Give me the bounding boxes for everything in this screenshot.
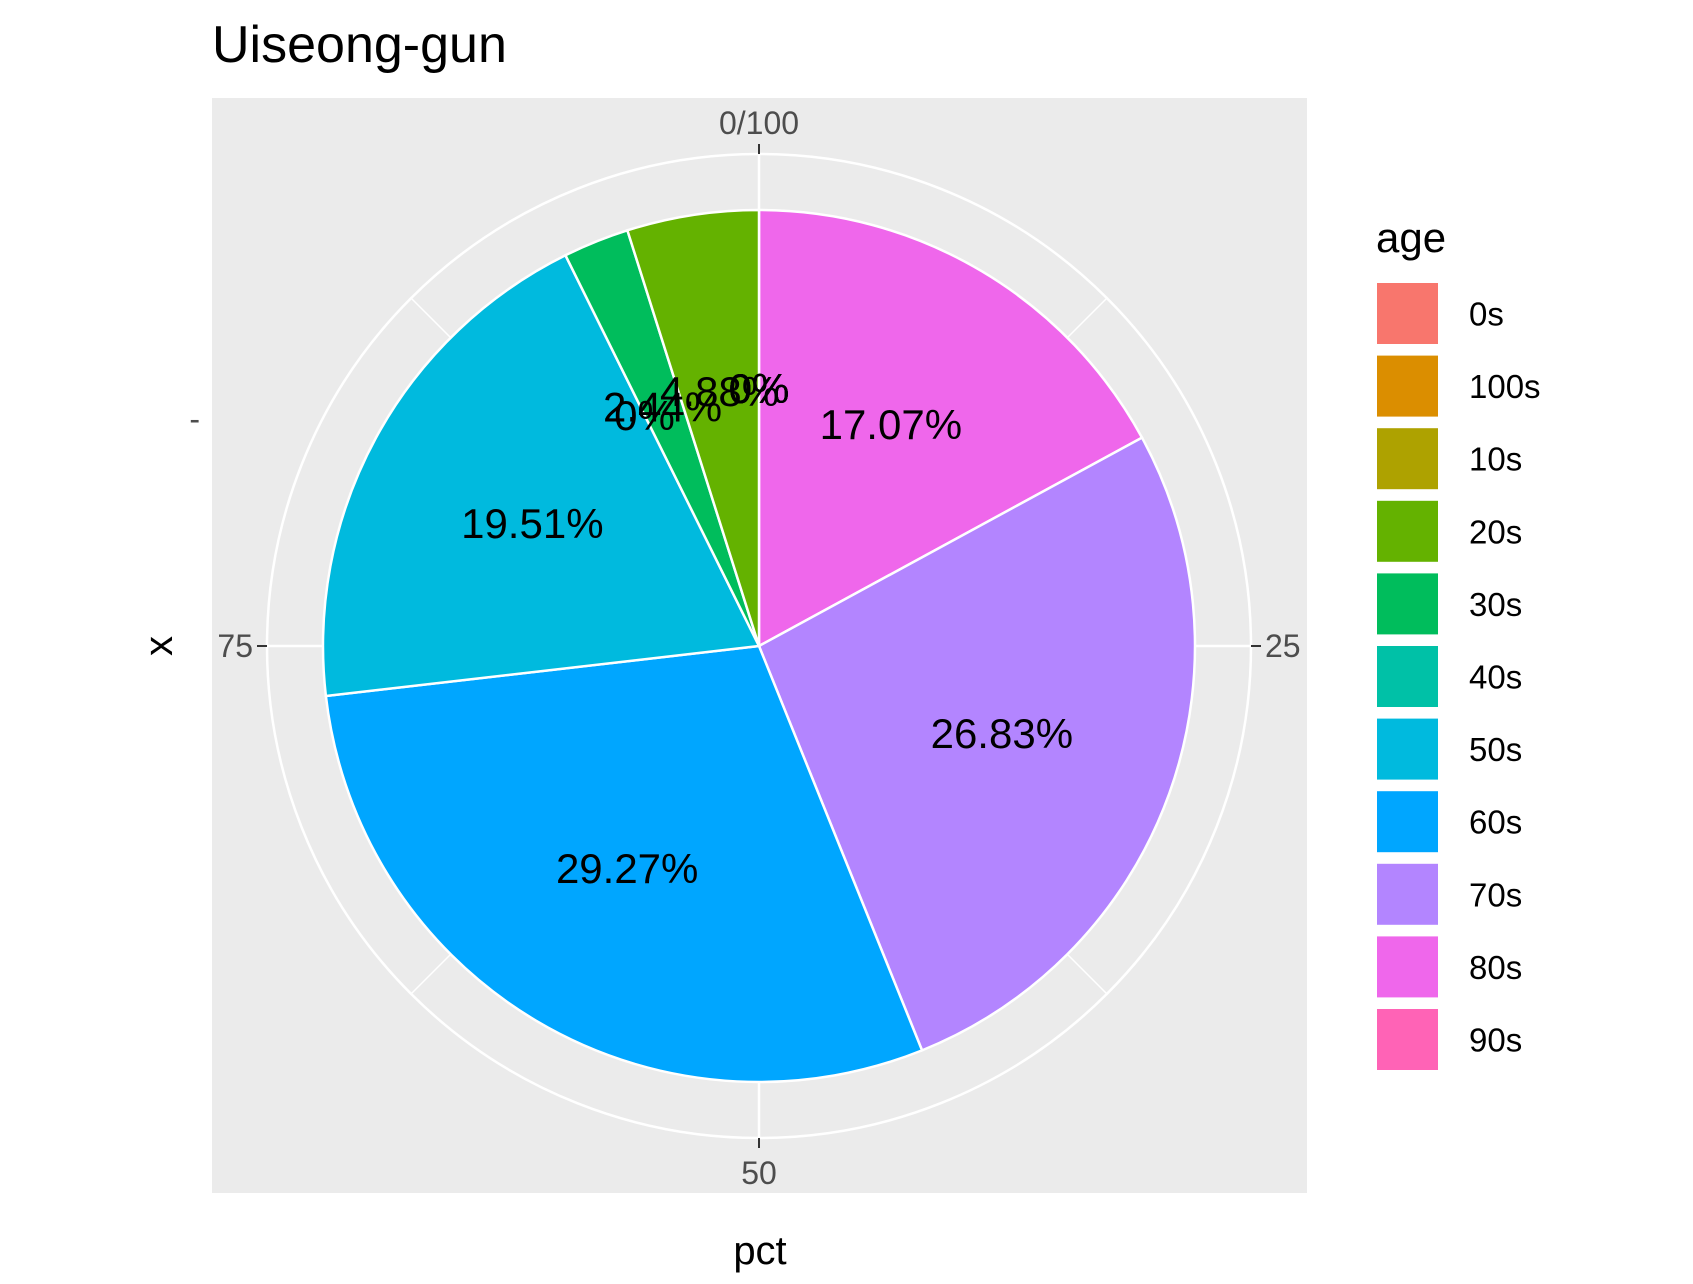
angle-tick-label: 0/100 — [719, 105, 799, 141]
legend-key-70s — [1375, 861, 1440, 927]
legend-label-90s: 90s — [1469, 1022, 1522, 1059]
data-label-20s: 4.88% — [660, 368, 779, 415]
legend-label-20s: 20s — [1469, 513, 1522, 550]
x-axis-title: pct — [733, 1229, 786, 1273]
chart-title: Uiseong-gun — [212, 16, 507, 74]
pie-slice-70s — [757, 435, 1197, 1052]
legend-label-50s: 50s — [1469, 731, 1522, 768]
legend-key-20s — [1375, 498, 1440, 564]
pie-slice-50s — [321, 253, 761, 698]
y-tick-label: - — [189, 401, 200, 437]
legend-label-100s: 100s — [1469, 368, 1541, 405]
legend-key-30s — [1375, 571, 1440, 637]
legend-label-40s: 40s — [1469, 659, 1522, 696]
legend-key-10s — [1375, 426, 1440, 492]
data-label-0s: 0% — [729, 365, 790, 412]
data-label-80s: 17.07% — [820, 401, 962, 448]
legend-key-100s — [1375, 353, 1440, 419]
legend-key-90s — [1375, 1007, 1440, 1072]
legend-label-0s: 0s — [1469, 296, 1504, 333]
legend-key-40s — [1375, 644, 1440, 709]
legend-key-60s — [1375, 789, 1440, 855]
data-label-70s: 26.83% — [931, 710, 1073, 757]
legend-label-80s: 80s — [1469, 949, 1522, 986]
legend: 0s 100s 10s 20s 30s 40s 50s 60s 70s 80s 90s — [1375, 281, 1541, 1072]
legend-key-0s — [1375, 281, 1440, 346]
angle-tick-label: 75 — [217, 628, 253, 664]
data-label-60s: 29.27% — [556, 845, 698, 892]
pie-slice-20s — [625, 208, 761, 647]
legend-label-30s: 30s — [1469, 586, 1522, 623]
legend-title: age — [1376, 214, 1446, 261]
data-label-100s: 0% — [729, 365, 790, 412]
data-label-30s: 2.44% — [603, 384, 722, 431]
data-labels: 17.07%26.83%29.27%19.51%0%2.44%4.88%0%0%… — [461, 365, 1073, 892]
angle-tick-label: 50 — [741, 1155, 777, 1191]
pie-slice-80s — [757, 208, 1144, 649]
angle-tick-label: 25 — [1265, 628, 1301, 664]
data-label-50s: 19.51% — [461, 500, 603, 547]
data-label-10s: 0% — [729, 365, 790, 412]
pie-slices — [321, 208, 1197, 1084]
y-axis-title: x — [137, 636, 181, 656]
legend-key-50s — [1375, 716, 1440, 782]
legend-label-70s: 70s — [1469, 876, 1522, 913]
data-label-40s: 0% — [614, 392, 675, 439]
pie-slice-60s — [324, 644, 924, 1084]
legend-key-80s — [1375, 934, 1440, 1000]
data-label-90s: 0% — [729, 365, 790, 412]
legend-label-60s: 60s — [1469, 804, 1522, 841]
legend-label-10s: 10s — [1469, 441, 1522, 478]
angle-ticks: 0/100 25 50 75 — [217, 105, 1300, 1191]
